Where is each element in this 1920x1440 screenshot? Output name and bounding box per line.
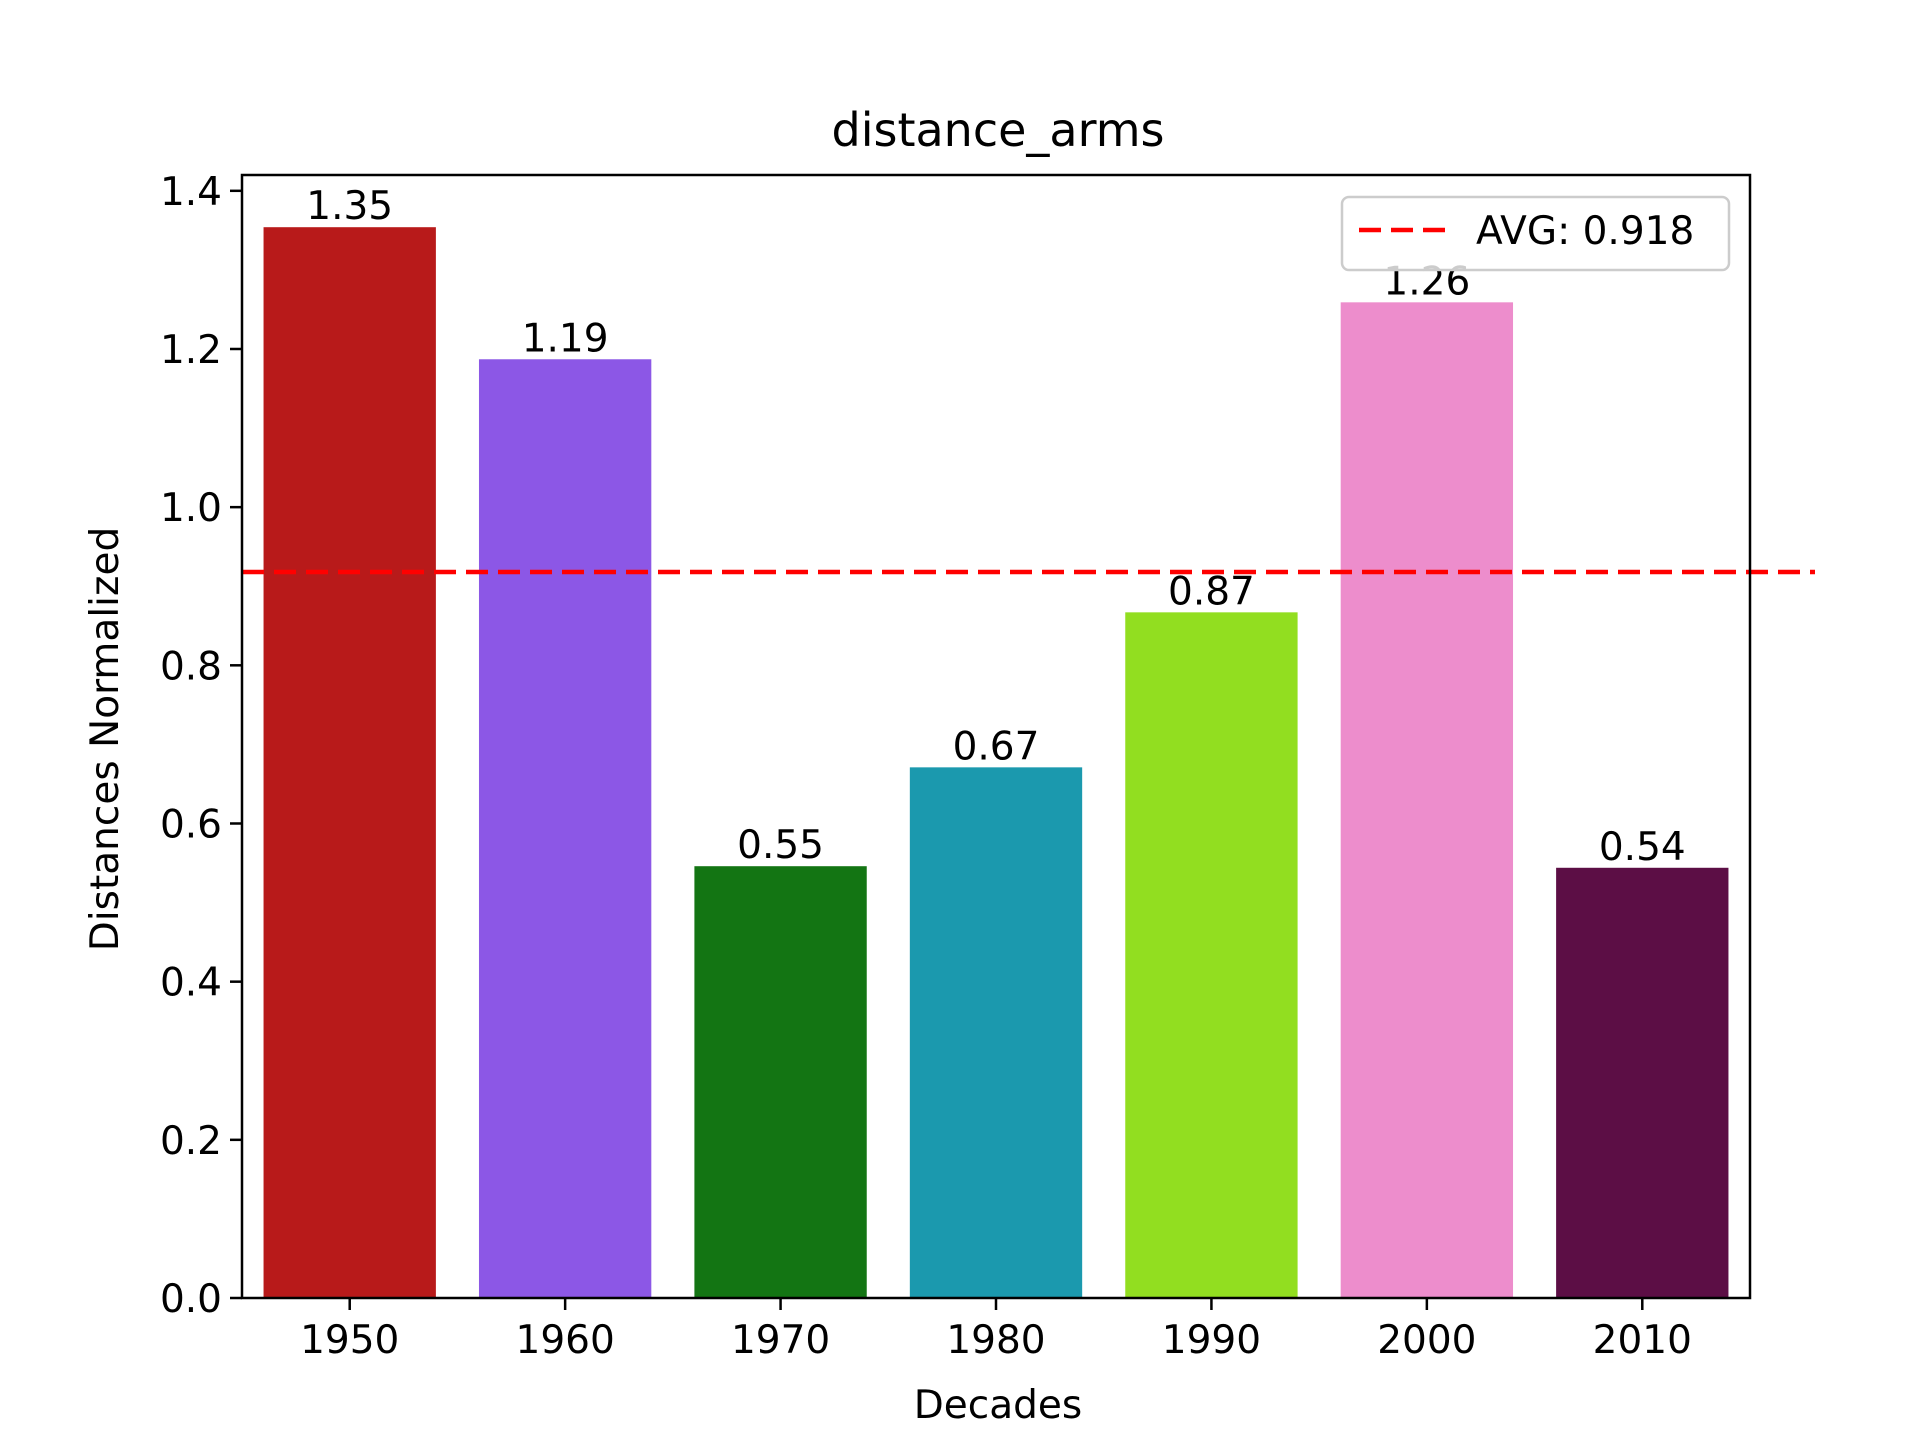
bars-layer — [263, 227, 1729, 1298]
x-axis-title: Decades — [914, 1383, 1082, 1428]
y-tick-label: 0.4 — [160, 961, 222, 1006]
y-tick-label: 0.0 — [160, 1277, 222, 1322]
data-label-1970: 0.55 — [737, 823, 824, 868]
x-tick-label: 2010 — [1593, 1318, 1692, 1363]
data-label-1950: 1.35 — [306, 184, 393, 229]
data-label-2010: 0.54 — [1599, 825, 1686, 870]
x-tick-label: 2000 — [1377, 1318, 1476, 1363]
y-axis: 0.0 0.2 0.4 0.6 0.8 1.0 1.2 1.4 — [160, 170, 242, 1322]
x-tick-label: 1990 — [1162, 1318, 1261, 1363]
y-tick-label: 0.8 — [160, 644, 222, 689]
legend-box — [1340, 195, 1731, 272]
x-tick-label: 1980 — [946, 1318, 1045, 1363]
y-tick-label: 0.6 — [160, 802, 222, 847]
bar-1990 — [1125, 612, 1298, 1298]
y-tick-label: 1.0 — [160, 486, 222, 531]
y-tick-label: 1.4 — [160, 170, 222, 215]
bar-1950 — [263, 227, 436, 1298]
bar-2000 — [1340, 302, 1514, 1298]
data-label-1960: 1.19 — [522, 316, 609, 361]
legend: AVG: 0.918 — [1340, 195, 1731, 272]
x-tick-label: 1960 — [516, 1318, 615, 1363]
legend-label-avg: AVG: 0.918 — [1476, 209, 1694, 254]
x-tick-label: 1950 — [300, 1318, 399, 1363]
y-tick-label: 0.2 — [160, 1119, 222, 1164]
data-label-1980: 0.67 — [953, 724, 1040, 769]
y-tick-label: 1.2 — [160, 328, 222, 373]
chart-title: distance_arms — [832, 103, 1165, 157]
data-label-1990: 0.87 — [1168, 569, 1255, 614]
y-axis-title: Distances Normalized — [83, 527, 128, 951]
data-labels-layer: 1.351.190.550.670.871.260.54 — [306, 184, 1685, 870]
bar-2010 — [1556, 867, 1729, 1298]
bar-1970 — [694, 866, 867, 1298]
bar-1980 — [909, 767, 1083, 1298]
x-axis: 1950 1960 1970 1980 1990 2000 2010 — [300, 1298, 1692, 1363]
x-tick-label: 1970 — [731, 1318, 830, 1363]
bar-1960 — [478, 359, 652, 1298]
